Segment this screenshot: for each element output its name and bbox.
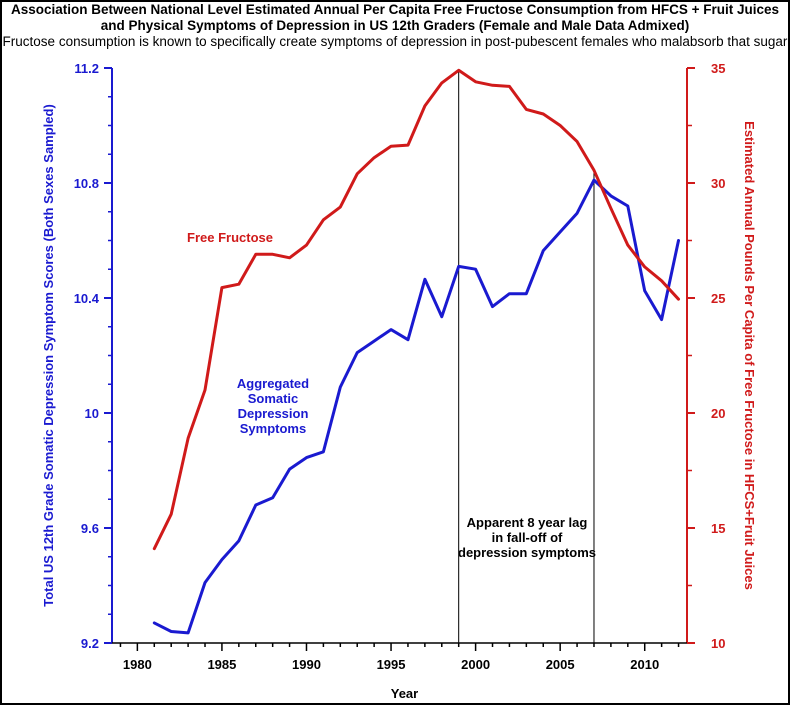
right-axis-label: Estimated Annual Pounds Per Capita of Fr… xyxy=(742,121,757,590)
depression-series-label-line-2: Somatic xyxy=(248,391,299,406)
x-axis-tick-label-1985: 1985 xyxy=(207,657,236,672)
x-axis-tick-label-1980: 1980 xyxy=(123,657,152,672)
left-axis-tick-label-9.6: 9.6 xyxy=(81,521,99,536)
depression-series-line xyxy=(152,178,680,635)
depression-series-label-line-3: Depression xyxy=(238,406,309,421)
depression-series-label-line-1: Aggregated xyxy=(237,376,309,391)
lag-annotation-line-1: Apparent 8 year lag xyxy=(467,515,588,530)
right-axis-tick-label-30: 30 xyxy=(711,176,725,191)
chart-title-line-1: Association Between National Level Estim… xyxy=(10,2,780,17)
chart-subtitle: Fructose consumption is known to specifi… xyxy=(2,34,788,49)
right-axis-tick-label-25: 25 xyxy=(711,291,725,306)
left-axis-tick-label-10: 10 xyxy=(85,406,99,421)
left-axis-tick-label-10.4: 10.4 xyxy=(74,291,100,306)
lag-annotation-line-2: in fall-off of xyxy=(492,530,563,545)
left-axis-tick-label-11.2: 11.2 xyxy=(74,61,99,76)
x-axis-tick-label-2005: 2005 xyxy=(546,657,575,672)
left-axis-label: Total US 12th Grade Somatic Depression S… xyxy=(41,104,56,607)
right-axis-tick-label-35: 35 xyxy=(711,61,725,76)
depression-series-label-line-4: Symptoms xyxy=(240,421,306,436)
x-axis-label: Year xyxy=(391,686,418,701)
chart-title-line-2: and Physical Symptoms of Depression in U… xyxy=(100,18,690,33)
fructose-series-line xyxy=(152,68,680,551)
fructose-series-label: Free Fructose xyxy=(187,230,273,245)
x-axis-tick-label-2010: 2010 xyxy=(630,657,659,672)
title-block: Association Between National Level Estim… xyxy=(2,2,788,50)
x-axis-tick-label-1990: 1990 xyxy=(292,657,321,672)
x-axis-tick-label-1995: 1995 xyxy=(377,657,406,672)
right-axis-tick-label-20: 20 xyxy=(711,406,725,421)
left-axis-tick-label-10.8: 10.8 xyxy=(74,176,99,191)
lag-annotation-line-3: depression symptoms xyxy=(458,545,596,560)
right-axis-tick-label-15: 15 xyxy=(711,521,725,536)
left-axis-tick-label-9.2: 9.2 xyxy=(81,636,99,651)
x-axis-tick-label-2000: 2000 xyxy=(461,657,490,672)
right-axis-tick-label-10: 10 xyxy=(711,636,725,651)
